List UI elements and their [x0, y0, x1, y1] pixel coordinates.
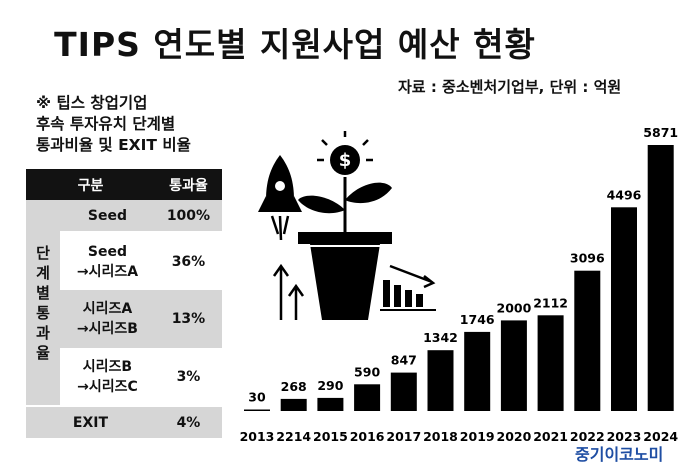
bar-2023 — [611, 207, 637, 411]
chart-title: TIPS 연도별 지원사업 예산 현황 — [54, 25, 536, 64]
table-note: ※ 팁스 창업기업 후속 투자유치 단계별 통과비율 및 EXIT 비율 — [36, 93, 191, 156]
stage-rate: 100% — [154, 200, 222, 233]
note-line: ※ 팁스 창업기업 — [36, 94, 148, 112]
plant-pot-icon — [298, 177, 392, 320]
value-label: 268 — [281, 379, 307, 394]
x-tick-label: 2019 — [460, 429, 495, 444]
x-tick-label: 2013 — [240, 429, 275, 444]
x-tick-label: 2015 — [313, 429, 348, 444]
value-label: 2000 — [497, 300, 532, 315]
x-axis-labels: 2013 2214 2015 2016 2017 2018 2019 2020 2021 2022… — [240, 429, 679, 444]
bar-2022 — [574, 270, 601, 411]
bar-2016 — [354, 384, 381, 411]
bar-2024 — [647, 145, 674, 411]
x-tick-label: 2020 — [497, 429, 532, 444]
x-tick-label: 2017 — [386, 429, 421, 444]
value-label: 847 — [391, 353, 417, 368]
note-line: 후속 투자유치 단계별 — [36, 115, 176, 133]
header-stage: 구분 — [26, 169, 155, 200]
stage-name: Seed — [60, 200, 155, 233]
value-label: 5871 — [643, 125, 678, 140]
x-tick-label: 2018 — [423, 429, 458, 444]
x-tick-label: 2214 — [276, 429, 311, 444]
stage-rate: 36% — [154, 232, 222, 290]
bar-2021 — [537, 315, 564, 411]
dollar-coin-icon: $ — [317, 131, 373, 175]
value-label: 2112 — [533, 295, 568, 310]
stage-name: 시리즈A →시리즈B — [60, 290, 155, 348]
bar-2017 — [390, 372, 417, 411]
x-tick-label: 2023 — [607, 429, 642, 444]
value-label: 290 — [317, 378, 343, 393]
value-label: 3096 — [570, 251, 605, 266]
stage-rate: 3% — [154, 348, 222, 406]
value-label: 4496 — [607, 187, 642, 202]
bar-2019 — [464, 331, 491, 411]
bar-2018 — [427, 350, 454, 411]
declining-bars-icon — [380, 264, 436, 311]
bar-2214 — [280, 398, 307, 411]
bar-2015 — [317, 397, 344, 411]
svg-text:$: $ — [339, 150, 352, 171]
stage-name: Seed →시리즈A — [60, 232, 155, 290]
bar-2013 — [244, 409, 270, 411]
note-line: 통과비율 및 EXIT 비율 — [36, 136, 191, 154]
stage-text: Seed — [87, 207, 127, 224]
value-label: 1342 — [423, 330, 458, 345]
x-tick-label: 2022 — [570, 429, 605, 444]
source-note: 자료 : 중소벤처기업부, 단위 : 억원 — [398, 78, 622, 96]
x-tick-label: 2016 — [350, 429, 385, 444]
x-tick-label: 2024 — [643, 429, 678, 444]
stage-name: EXIT — [26, 405, 155, 438]
x-tick-label: 2021 — [533, 429, 568, 444]
header-rate: 통과율 — [154, 169, 222, 200]
up-arrows-icon — [272, 263, 305, 320]
stage-name: 시리즈B →시리즈C — [60, 348, 155, 406]
bars-group — [244, 145, 674, 411]
value-label: 590 — [354, 364, 380, 379]
brand-logo: 중기이코노미 — [575, 445, 664, 464]
value-label: 1746 — [460, 312, 495, 327]
rocket-icon — [258, 155, 302, 241]
bar-2020 — [500, 320, 527, 411]
stage-rate: 13% — [154, 290, 222, 348]
value-label: 30 — [248, 390, 266, 405]
stage-rate: 4% — [154, 405, 222, 438]
